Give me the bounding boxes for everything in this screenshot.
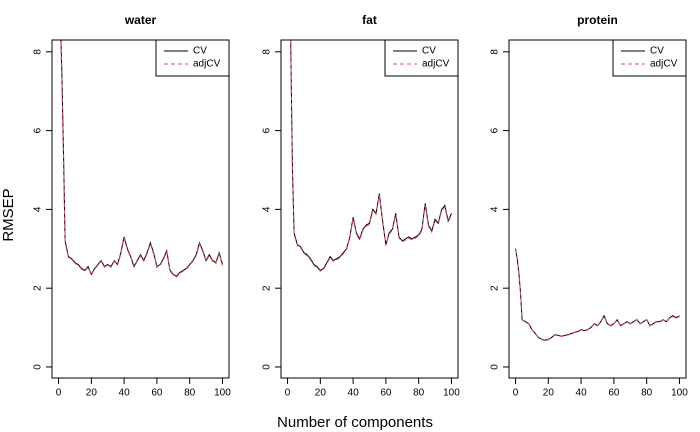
x-tick-label: 100 [443, 388, 460, 399]
x-tick-label: 40 [348, 388, 360, 399]
x-tick-label: 20 [86, 388, 98, 399]
x-tick-label: 100 [214, 388, 231, 399]
x-tick-label: 80 [641, 388, 653, 399]
y-tick-label: 4 [33, 206, 44, 212]
legend: CV adjCV [155, 39, 230, 77]
legend-box [384, 39, 459, 77]
x-tick-label: 100 [671, 388, 688, 399]
x-axis-label: Number of components [277, 414, 433, 431]
y-tick-label: 8 [262, 49, 273, 55]
x-tick-label: 40 [119, 388, 131, 399]
legend: CV adjCV [612, 39, 687, 77]
y-tick-label: 2 [33, 285, 44, 291]
legend-label: CV [650, 46, 664, 57]
legend: CV adjCV [384, 39, 459, 77]
x-tick-label: 20 [315, 388, 327, 399]
y-axis-label: RMSEP [0, 188, 17, 241]
y-tick-label: 2 [262, 285, 273, 291]
series-line [290, 40, 452, 272]
y-tick-label: 8 [33, 49, 44, 55]
legend-box [612, 39, 687, 77]
legend-label: CV [193, 46, 207, 57]
y-tick-label: 4 [490, 206, 501, 212]
y-tick-label: 8 [490, 49, 501, 55]
panel: protein 0 20 40 60 80 100 0 2 4 6 8 CV adjCV [490, 13, 689, 398]
x-tick-label: 80 [184, 388, 196, 399]
panel-title: water [124, 13, 157, 27]
x-tick-label: 60 [151, 388, 163, 399]
y-tick-label: 6 [33, 127, 44, 133]
x-tick-label: 40 [576, 388, 588, 399]
legend-label: adjCV [650, 59, 678, 70]
y-tick-label: 4 [262, 206, 273, 212]
series-line [515, 249, 680, 342]
x-tick-label: 60 [380, 388, 392, 399]
x-tick-label: 0 [56, 388, 62, 399]
legend-label: CV [422, 46, 436, 57]
legend-label: adjCV [422, 59, 450, 70]
x-tick-label: 60 [608, 388, 620, 399]
plot-lines [290, 40, 452, 272]
y-tick-label: 6 [490, 127, 501, 133]
plot-frame [280, 39, 459, 379]
y-tick-label: 2 [490, 285, 501, 291]
plot-frame [51, 39, 230, 379]
x-tick-label: 20 [543, 388, 555, 399]
legend-box [155, 39, 230, 77]
series-line [60, 40, 223, 278]
x-tick-label: 80 [413, 388, 425, 399]
y-tick-label: 0 [33, 364, 44, 370]
x-tick-label: 0 [285, 388, 291, 399]
plot-lines [60, 40, 223, 278]
plot-lines [515, 248, 680, 342]
y-tick-label: 0 [262, 364, 273, 370]
panel: water 0 20 40 60 80 100 0 2 4 6 8 CV adjCV [33, 13, 232, 399]
plot-frame [508, 39, 687, 379]
legend-label: adjCV [193, 59, 221, 70]
panel-title: protein [577, 13, 618, 27]
panel-title: fat [362, 13, 377, 27]
y-tick-label: 0 [490, 364, 501, 370]
x-tick-label: 0 [513, 388, 519, 399]
y-tick-label: 6 [262, 127, 273, 133]
panel: fat 0 20 40 60 80 100 0 2 4 6 8 CV adjCV [262, 13, 461, 399]
